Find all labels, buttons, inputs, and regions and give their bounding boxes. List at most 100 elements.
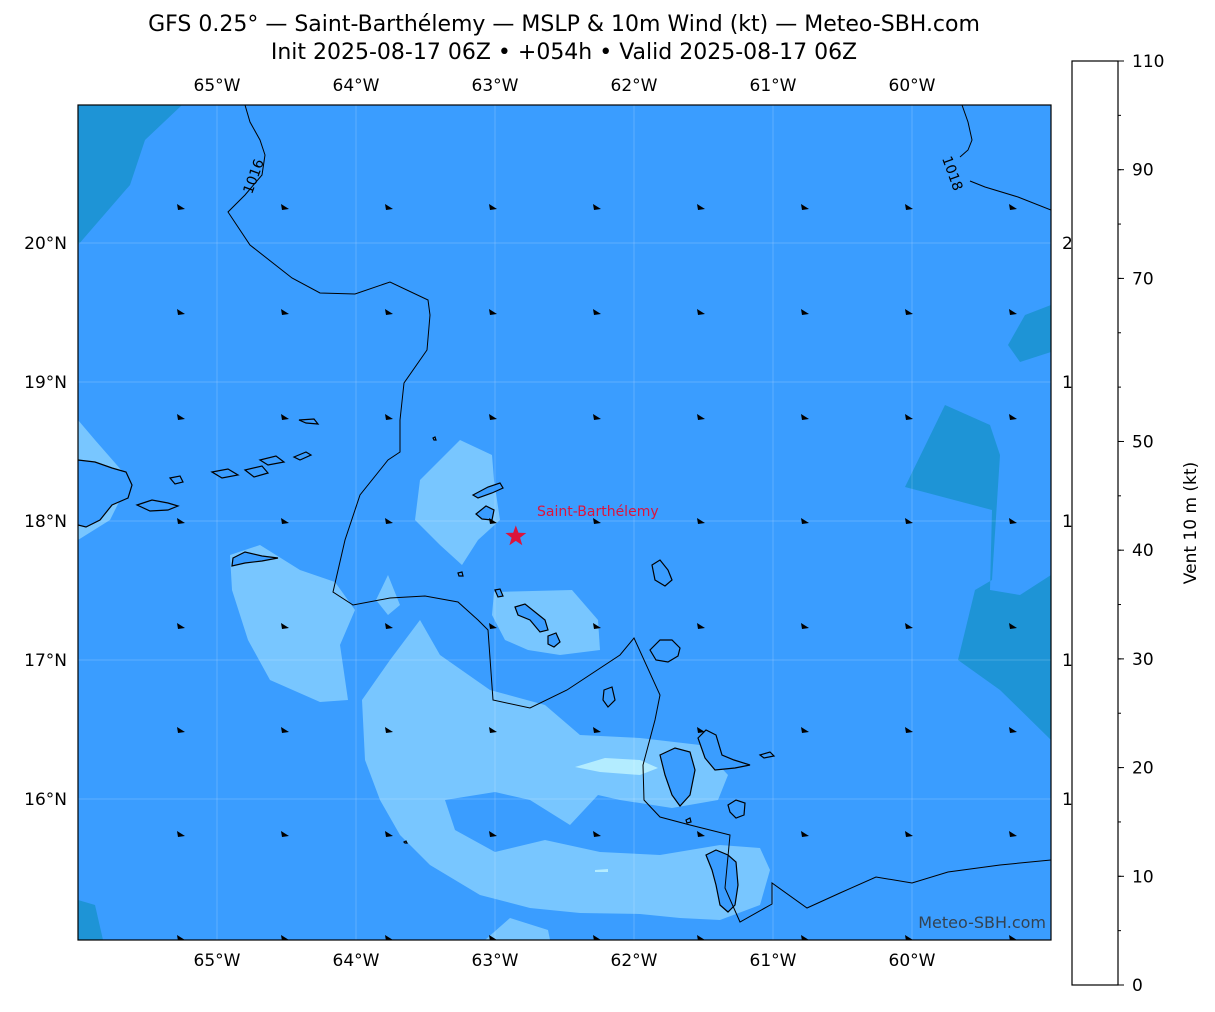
coast-st-john bbox=[243, 465, 270, 478]
wind-barb bbox=[177, 518, 185, 524]
wind-barb bbox=[1009, 935, 1017, 940]
colorbar-tick-label: 70 bbox=[1132, 269, 1154, 289]
wind-barb bbox=[593, 935, 601, 940]
lat-label: 17°N bbox=[24, 651, 67, 671]
wind-barb bbox=[177, 309, 185, 315]
coast-martinique bbox=[697, 729, 751, 771]
wind-barb bbox=[905, 727, 913, 733]
coast-guadeloupe bbox=[651, 559, 673, 587]
lat-labels-right-clipped: 2 1 1 1 1 bbox=[1062, 234, 1073, 810]
colorbar-tick-label: 50 bbox=[1132, 432, 1154, 452]
wind-fill-5-10-south bbox=[376, 575, 400, 615]
coast-st-vincent bbox=[705, 849, 739, 913]
wind-barb bbox=[281, 309, 289, 315]
wind-barb bbox=[385, 727, 393, 733]
coast-barbados bbox=[758, 751, 776, 759]
coast-dominica bbox=[659, 747, 696, 807]
wind-barbs bbox=[177, 204, 1017, 940]
wind-fill-5-10-lower bbox=[362, 620, 770, 920]
coast-isle bbox=[432, 436, 437, 441]
chart-title: GFS 0.25° — Saint-Barthélemy — MSLP & 10… bbox=[148, 12, 980, 37]
wind-barb bbox=[281, 204, 289, 210]
lon-labels-top: 65°W 64°W 63°W 62°W 61°W 60°W bbox=[194, 76, 936, 96]
chart-subtitle: Init 2025-08-17 06Z • +054h • Valid 2025… bbox=[270, 40, 858, 65]
wind-barb bbox=[697, 518, 705, 524]
coastlines bbox=[78, 418, 776, 913]
wind-fill-15-20-nw bbox=[78, 105, 182, 245]
map-frame bbox=[77, 104, 1052, 941]
wind-barb bbox=[593, 623, 601, 629]
wind-barb bbox=[697, 414, 705, 420]
wind-barb bbox=[385, 414, 393, 420]
wind-barb bbox=[905, 831, 913, 837]
wind-barb bbox=[905, 935, 913, 940]
wind-barb bbox=[905, 204, 913, 210]
lon-label: 61°W bbox=[750, 76, 797, 96]
wind-barb bbox=[1009, 518, 1017, 524]
saint-barthelemy-marker: Saint-Barthélemy bbox=[505, 504, 659, 546]
colorbar-tick-label: 20 bbox=[1132, 759, 1154, 779]
lon-label: 61°W bbox=[750, 951, 797, 971]
isobar-1018-b bbox=[969, 180, 1051, 211]
lat-label-right: 1 bbox=[1062, 512, 1073, 532]
lat-label: 18°N bbox=[24, 512, 67, 532]
coast-tortola bbox=[258, 455, 286, 466]
wind-barb bbox=[801, 204, 809, 210]
lon-label: 62°W bbox=[611, 76, 658, 96]
wind-barb bbox=[905, 518, 913, 524]
wind-barb bbox=[385, 623, 393, 629]
wind-barb bbox=[801, 831, 809, 837]
wind-barb bbox=[593, 518, 601, 524]
wind-barb bbox=[1009, 831, 1017, 837]
marker-label: Saint-Barthélemy bbox=[537, 504, 659, 520]
coast-marie-galante bbox=[649, 639, 681, 663]
wind-barb bbox=[177, 727, 185, 733]
wind-barb bbox=[697, 309, 705, 315]
wind-barb bbox=[177, 831, 185, 837]
coast-st-martin bbox=[475, 505, 495, 521]
wind-barb bbox=[489, 518, 497, 524]
wind-barb bbox=[281, 414, 289, 420]
lat-label: 16°N bbox=[24, 790, 67, 810]
colorbar-tick-label: 110 bbox=[1132, 52, 1164, 72]
wind-barb bbox=[593, 309, 601, 315]
coast-anegada bbox=[298, 418, 320, 425]
wind-barb bbox=[1009, 623, 1017, 629]
wind-barb bbox=[905, 414, 913, 420]
wind-barb bbox=[697, 623, 705, 629]
colorbar-tick-label: 10 bbox=[1132, 867, 1154, 887]
wind-barb bbox=[177, 623, 185, 629]
wind-barb bbox=[281, 518, 289, 524]
colorbar-tick-label: 40 bbox=[1132, 541, 1154, 561]
wind-barb bbox=[177, 935, 185, 940]
wind-barb bbox=[385, 518, 393, 524]
wind-barb bbox=[905, 309, 913, 315]
wind-barb bbox=[281, 623, 289, 629]
star-icon bbox=[505, 525, 527, 546]
wind-barb bbox=[905, 623, 913, 629]
coast-grenadines bbox=[685, 817, 692, 824]
lon-label: 64°W bbox=[333, 951, 380, 971]
lon-label: 63°W bbox=[472, 76, 519, 96]
wind-barb bbox=[1009, 204, 1017, 210]
wind-barb bbox=[697, 727, 705, 733]
wind-barb bbox=[1009, 309, 1017, 315]
wind-barb bbox=[177, 414, 185, 420]
wind-fill-5-10-band bbox=[230, 545, 355, 702]
wind-fill-15-20-sw bbox=[78, 900, 103, 940]
wind-barb bbox=[593, 204, 601, 210]
isobars bbox=[227, 105, 1051, 923]
colorbar: 0 10 20 30 40 50 70 90 110 Vent 10 m (kt) bbox=[1071, 52, 1201, 996]
coast-saba bbox=[457, 571, 464, 577]
lon-label: 62°W bbox=[611, 951, 658, 971]
isobar-1016 bbox=[227, 105, 1051, 923]
coast-virgin-gorda bbox=[292, 451, 313, 461]
wind-barb bbox=[489, 309, 497, 315]
lon-label: 64°W bbox=[333, 76, 380, 96]
coast-antigua bbox=[514, 603, 549, 633]
wind-barb bbox=[1009, 727, 1017, 733]
watermark: Meteo-SBH.com bbox=[918, 913, 1046, 932]
map-gridlines bbox=[78, 105, 1051, 940]
isobar-1018 bbox=[959, 105, 973, 158]
